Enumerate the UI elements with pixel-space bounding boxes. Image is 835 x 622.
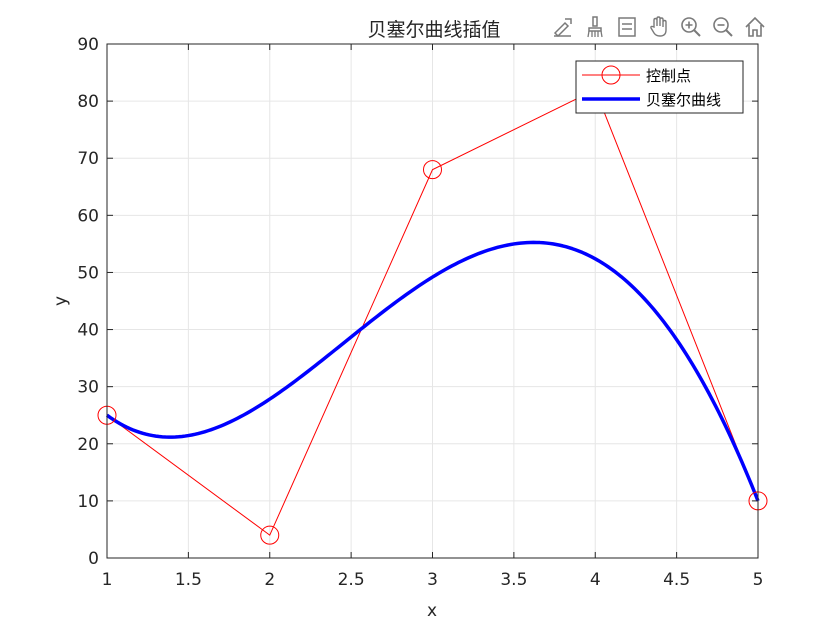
- legend-label-bezier-curve: 贝塞尔曲线: [646, 91, 721, 109]
- legend-marker-control-points: [601, 65, 621, 85]
- y-tick-label: 0: [88, 549, 99, 569]
- bezier-curve-line: [105, 240, 760, 502]
- x-tick-label: 2.5: [338, 570, 365, 590]
- zoom-in-icon[interactable]: [676, 12, 706, 42]
- x-tick-label: 4.5: [663, 570, 690, 590]
- control-point-marker: [260, 525, 280, 545]
- y-tick-label: 40: [77, 321, 99, 341]
- brush-icon[interactable]: [580, 12, 610, 42]
- y-tick-label: 80: [77, 92, 99, 112]
- y-tick-label: 20: [77, 435, 99, 455]
- y-tick-label: 30: [77, 378, 99, 398]
- y-tick-label: 60: [77, 206, 99, 226]
- x-axis-label: x: [427, 601, 437, 621]
- x-tick-label: 3: [427, 570, 438, 590]
- legend-icon[interactable]: [612, 12, 642, 42]
- data-tips-icon[interactable]: [548, 12, 578, 42]
- control-polygon-line: [106, 89, 759, 536]
- legend-label-control-points: 控制点: [646, 67, 691, 85]
- y-tick-label: 10: [77, 492, 99, 512]
- y-tick-label: 90: [77, 35, 99, 55]
- x-tick-label: 5: [753, 570, 764, 590]
- pan-icon[interactable]: [644, 12, 674, 42]
- y-axis-label: y: [51, 296, 71, 306]
- y-tick-label: 50: [77, 263, 99, 283]
- control-point-marker: [423, 160, 442, 180]
- home-icon[interactable]: [740, 12, 770, 42]
- x-tick-label: 3.5: [500, 570, 527, 590]
- x-tick-label: 2: [264, 570, 275, 590]
- x-tick-label: 1: [102, 570, 113, 590]
- chart-title: 贝塞尔曲线插值: [367, 19, 500, 41]
- x-tick-label: 4: [590, 570, 601, 590]
- x-tick-label: 1.5: [175, 570, 202, 590]
- y-tick-label: 70: [77, 149, 99, 169]
- zoom-out-icon[interactable]: [708, 12, 738, 42]
- figure-toolbar: [548, 12, 770, 42]
